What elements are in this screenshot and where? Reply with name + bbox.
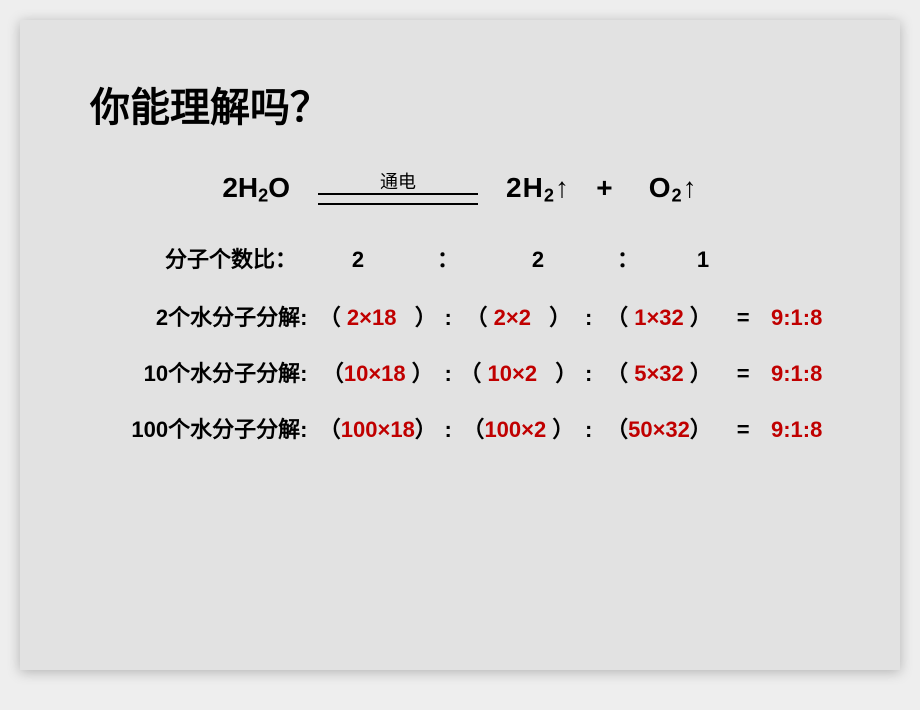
term-b: （ 10×2 ） [454,356,583,388]
result: 9:1:8 [763,361,870,387]
equation: 2H2O 通电 2H2↑ + O2↑ [20,172,900,207]
term-c: （50×32） [595,412,724,444]
row-label: 100个水分子分解: [50,412,313,444]
term-c: （ 5×32 ） [595,356,724,388]
count-label: 分子个数比： [37,242,303,274]
reaction-arrow: 通电 [318,173,478,205]
ratio-row-3: 100个水分子分解: （100×18） : （100×2 ） : （50×32）… [20,412,900,444]
term-a: （10×18 ） [313,356,442,388]
row-label: 10个水分子分解: [50,356,313,388]
count-c: 1 [663,247,743,273]
result: 9:1:8 [763,417,870,443]
reaction-condition: 通电 [380,173,416,191]
ratio-rows: 分子个数比： 2 ： 2 ： 1 2个水分子分解: （ 2×18 ） : （ 2… [20,242,900,468]
ratio-row-1: 2个水分子分解: （ 2×18 ） : （ 2×2 ） : （ 1×32 ） =… [20,300,900,332]
term-a: （ 2×18 ） [313,300,442,332]
term-a: （100×18） [313,412,442,444]
slide-title: 你能理解吗？ [90,75,330,133]
equation-rhs: 2H2↑ + O2↑ [506,172,698,207]
term-b: （ 2×2 ） [454,300,583,332]
count-b: 2 [483,247,593,273]
equation-lhs: 2H2O [222,172,290,207]
equals-lines [318,193,478,205]
result: 9:1:8 [763,305,870,331]
count-sep1: ： [413,242,483,274]
term-c: （ 1×32 ） [595,300,724,332]
count-sep2: ： [593,242,663,274]
count-a: 2 [303,247,413,273]
ratio-row-2: 10个水分子分解: （10×18 ） : （ 10×2 ） : （ 5×32 ）… [20,356,900,388]
plus-sign: + [596,172,613,203]
term-b: （100×2 ） [454,412,583,444]
row-label: 2个水分子分解: [50,300,313,332]
molecule-count-row: 分子个数比： 2 ： 2 ： 1 [20,242,900,274]
slide: 你能理解吗？ 2H2O 通电 2H2↑ + O2↑ 分子个数比： 2 ： 2 ：… [20,20,900,670]
